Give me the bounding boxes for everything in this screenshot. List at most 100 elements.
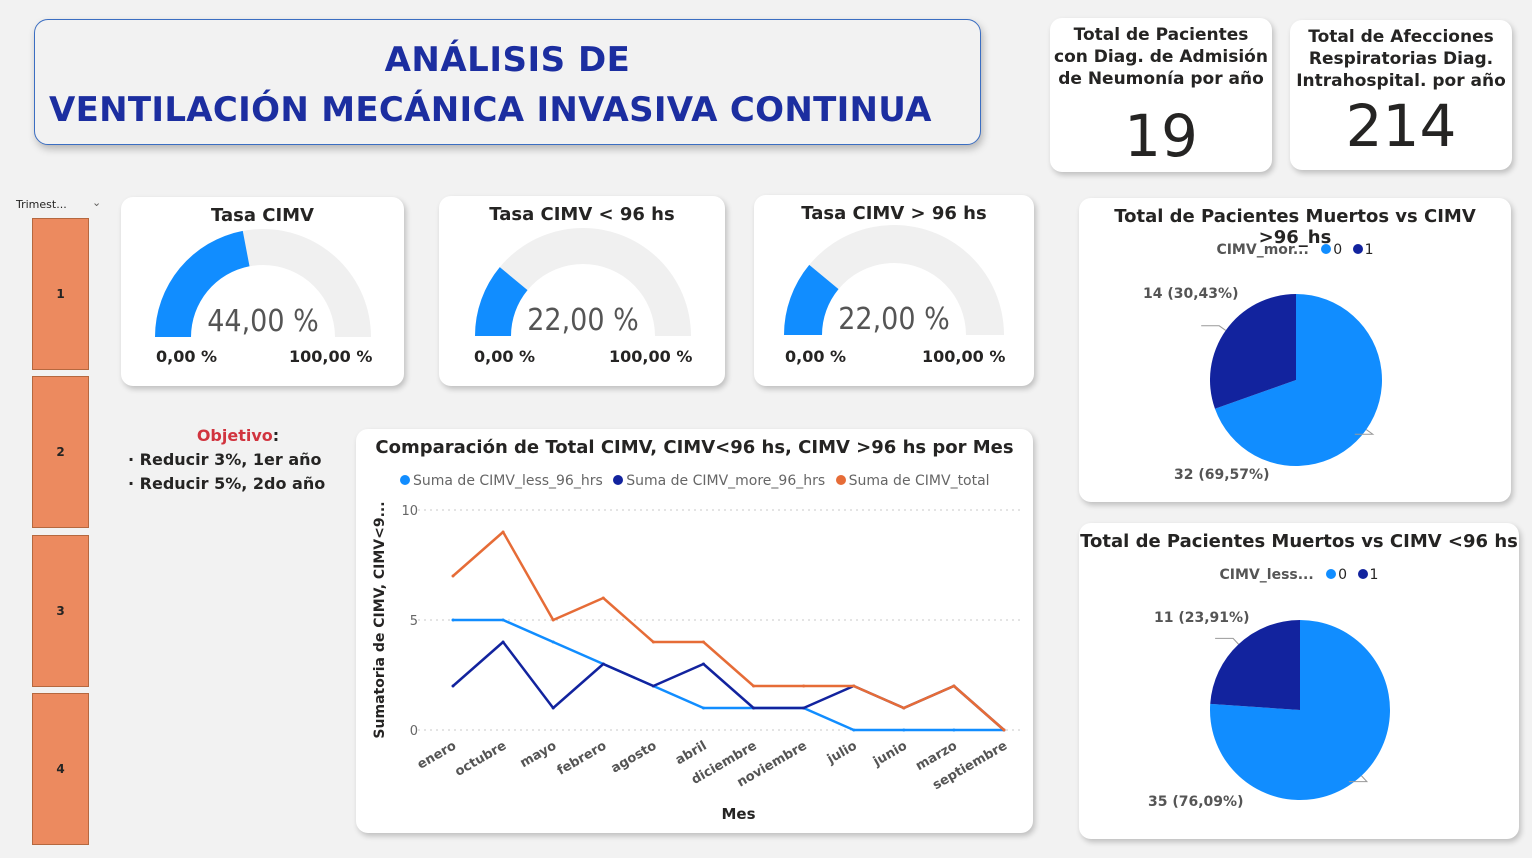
data-point[interactable]: [501, 530, 505, 534]
data-point[interactable]: [701, 706, 705, 710]
legend-dot: [835, 475, 846, 485]
slicer-option-1[interactable]: 1: [32, 218, 89, 370]
gauge-card-tasa-cimv[interactable]: Tasa CIMV 44,00 % 0,00 % 100,00 %: [121, 197, 404, 386]
data-point[interactable]: [651, 640, 655, 644]
objective-title-text: Objetivo: [196, 426, 273, 445]
slicer-option-label: 2: [56, 445, 65, 459]
data-point[interactable]: [952, 728, 956, 732]
legend-dot: [400, 475, 410, 485]
gauge-arc: 44,00 %: [155, 229, 371, 339]
slicer-option-2[interactable]: 2: [32, 376, 89, 528]
data-point[interactable]: [752, 706, 756, 710]
legend-label[interactable]: 1: [1369, 567, 1379, 583]
kpi-label-afecciones: Total de Afecciones Respiratorias Diag. …: [1296, 27, 1506, 91]
data-point[interactable]: [551, 618, 555, 622]
line-chart-legend: Suma de CIMV_less_96_hrs Suma de CIMV_mo…: [400, 473, 996, 489]
gauge-max-label: 100,00 %: [609, 347, 693, 366]
legend-label[interactable]: 1: [1364, 242, 1374, 258]
data-point[interactable]: [451, 574, 455, 578]
gauge-arc: 22,00 %: [475, 228, 691, 338]
gauge-title: Tasa CIMV: [211, 205, 314, 226]
series-line-2[interactable]: [452, 530, 1005, 731]
gauge-value: 22,00 %: [838, 302, 949, 337]
data-point[interactable]: [551, 706, 555, 710]
data-point[interactable]: [852, 728, 856, 732]
pie-title: Total de Pacientes Muertos vs CIMV >96_h…: [1114, 206, 1476, 248]
kpi-value-neumonia: 19: [1124, 102, 1198, 170]
data-point[interactable]: [501, 618, 505, 622]
data-point[interactable]: [601, 596, 605, 600]
objective-item: · Reducir 3%, 1er año: [128, 450, 322, 469]
data-point[interactable]: [852, 684, 856, 688]
gauge-fill: [784, 264, 839, 335]
y-tick-label: 10: [401, 504, 418, 519]
data-point[interactable]: [551, 640, 555, 644]
objective-item: · Reducir 5%, 2do año: [128, 474, 326, 493]
gauge-max-label: 100,00 %: [922, 347, 1006, 366]
y-tick-label: 0: [410, 724, 418, 739]
legend-label[interactable]: 0: [1338, 567, 1348, 583]
data-point[interactable]: [902, 706, 906, 710]
series-line-0[interactable]: [453, 618, 1004, 732]
gauge-card-tasa-cimv-less-96[interactable]: Tasa CIMV < 96 hs 22,00 % 0,00 % 100,00 …: [439, 196, 725, 386]
gauge-arc: 22,00 %: [784, 225, 1004, 337]
data-point[interactable]: [701, 662, 705, 666]
line-chart-title: Comparación de Total CIMV, CIMV<96 hs, C…: [375, 437, 1014, 458]
pie-card-more-96[interactable]: Total de Pacientes Muertos vs CIMV >96_h…: [1079, 198, 1511, 502]
gauge-min-label: 0,00 %: [785, 347, 847, 366]
pie-card-less-96[interactable]: Total de Pacientes Muertos vs CIMV <96 h…: [1079, 523, 1519, 839]
data-point[interactable]: [651, 684, 655, 688]
data-point[interactable]: [902, 728, 906, 732]
leader-line: [1201, 325, 1227, 331]
legend-dot: [1352, 244, 1363, 254]
data-point[interactable]: [802, 684, 806, 688]
gauge-value: 22,00 %: [527, 303, 638, 338]
kpi-card-afecciones[interactable]: Total de Afecciones Respiratorias Diag. …: [1290, 20, 1512, 170]
data-point[interactable]: [802, 706, 806, 710]
series-line-1[interactable]: [452, 640, 1005, 731]
slicer-option-4[interactable]: 4: [32, 693, 89, 845]
pie-plot: [1210, 620, 1390, 800]
legend-label: Suma de CIMV_total: [848, 473, 990, 489]
data-point[interactable]: [501, 640, 505, 644]
kpi-card-neumonia[interactable]: Total de Pacientes con Diag. de Admisión…: [1050, 18, 1272, 172]
slicer-option-3[interactable]: 3: [32, 535, 89, 687]
report-title-card: ANÁLISIS DE VENTILACIÓN MECÁNICA INVASIV…: [34, 19, 981, 145]
line-chart-card[interactable]: Comparación de Total CIMV, CIMV<96 hs, C…: [356, 429, 1033, 833]
trimestre-slicer-header[interactable]: Trimest... ⌄: [16, 196, 104, 214]
legend-label[interactable]: 0: [1333, 242, 1343, 258]
gauge-title: Tasa CIMV > 96 hs: [801, 203, 987, 224]
x-axis-label: Mes: [721, 805, 755, 823]
x-tick-label: agosto: [609, 738, 660, 776]
pie-slice-label: 32 (69,57%): [1174, 467, 1270, 483]
y-axis-label: Sumatoria de CIMV, CIMV<9...: [372, 501, 388, 738]
pie-slice-0[interactable]: [1214, 294, 1382, 466]
data-point[interactable]: [952, 684, 956, 688]
legend-item-total[interactable]: Suma de CIMV_total: [835, 473, 990, 489]
data-point[interactable]: [451, 684, 455, 688]
chevron-down-icon[interactable]: ⌄: [92, 196, 102, 209]
legend-item-more-96[interactable]: Suma de CIMV_more_96_hrs: [613, 473, 825, 489]
objective-text: Objetivo: · Reducir 3%, 1er año · Reduci…: [128, 424, 348, 496]
pie-slice-label: 14 (30,43%): [1143, 286, 1239, 302]
data-point[interactable]: [451, 618, 455, 622]
legend-item-less-96[interactable]: Suma de CIMV_less_96_hrs: [400, 473, 603, 489]
slicer-option-label: 1: [56, 287, 65, 301]
pie-slice-1[interactable]: [1210, 620, 1300, 710]
leader-line: [1354, 429, 1375, 435]
data-point[interactable]: [701, 640, 705, 644]
gauge-max-label: 100,00 %: [289, 347, 373, 366]
data-point[interactable]: [1002, 728, 1006, 732]
gauge-card-tasa-cimv-more-96[interactable]: Tasa CIMV > 96 hs 22,00 % 0,00 % 100,00 …: [754, 195, 1034, 386]
x-tick-label: octubre: [453, 738, 510, 779]
gauge-fill: [475, 267, 528, 336]
legend-dot: [613, 475, 624, 485]
data-point[interactable]: [752, 684, 756, 688]
pie-legend-title: CIMV_less...: [1219, 567, 1314, 583]
gauge-fill: [155, 230, 250, 337]
pie-slice-1[interactable]: [1210, 294, 1296, 409]
objective-title: Objetivo:: [196, 426, 280, 445]
data-point[interactable]: [601, 662, 605, 666]
legend-dot: [1321, 244, 1332, 254]
gauge-min-label: 0,00 %: [156, 347, 218, 366]
